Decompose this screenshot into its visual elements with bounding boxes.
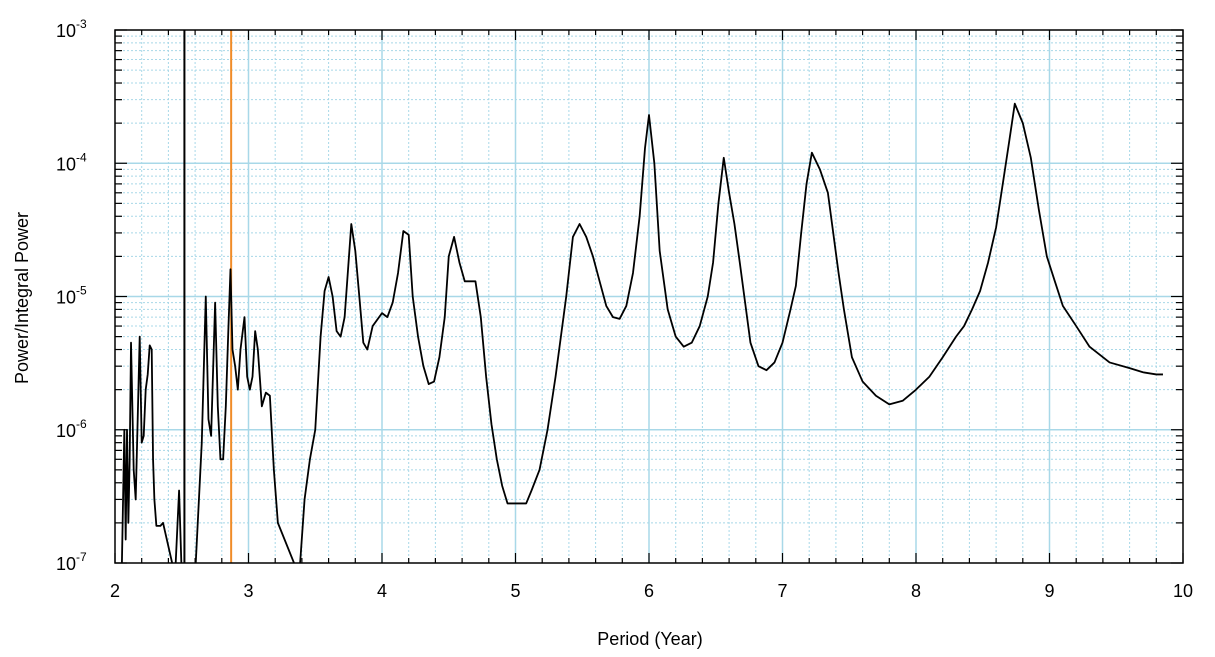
- x-tick-label: 10: [1173, 581, 1193, 601]
- y-tick-base: 10: [56, 554, 76, 574]
- y-tick-base: 10: [56, 154, 76, 174]
- x-ticks: 2 3 4 5 6 7 8 9 10: [110, 581, 1193, 601]
- y-ticks: 10-710-610-510-410-3: [56, 17, 87, 574]
- y-tick-label: 10-6: [56, 417, 87, 441]
- x-tick-label: 5: [510, 581, 520, 601]
- y-tick-base: 10: [56, 21, 76, 41]
- x-tick-label: 8: [911, 581, 921, 601]
- y-tick-exponent: -4: [76, 150, 87, 164]
- y-tick-base: 10: [56, 421, 76, 441]
- x-tick-label: 9: [1044, 581, 1054, 601]
- plot-series: [121, 102, 1163, 563]
- y-tick-label: 10-5: [56, 284, 87, 308]
- y-tick-exponent: -6: [76, 417, 87, 431]
- y-tick-exponent: -5: [76, 284, 87, 298]
- y-tick-exponent: -3: [76, 17, 87, 31]
- x-tick-label: 3: [243, 581, 253, 601]
- y-tick-base: 10: [56, 288, 76, 308]
- y-axis-title: Power/Integral Power: [12, 212, 32, 384]
- axes-frame: [114, 29, 1184, 564]
- x-tick-label: 6: [644, 581, 654, 601]
- x-tick-label: 7: [777, 581, 787, 601]
- series-line-1: [121, 102, 1163, 563]
- y-tick-label: 10-4: [56, 150, 87, 174]
- x-tick-label: 4: [377, 581, 387, 601]
- x-tick-label: 2: [110, 581, 120, 601]
- y-tick-label: 10-3: [56, 17, 87, 41]
- y-tick-label: 10-7: [56, 550, 87, 574]
- x-axis-title: Period (Year): [597, 629, 702, 649]
- y-tick-exponent: -7: [76, 550, 87, 564]
